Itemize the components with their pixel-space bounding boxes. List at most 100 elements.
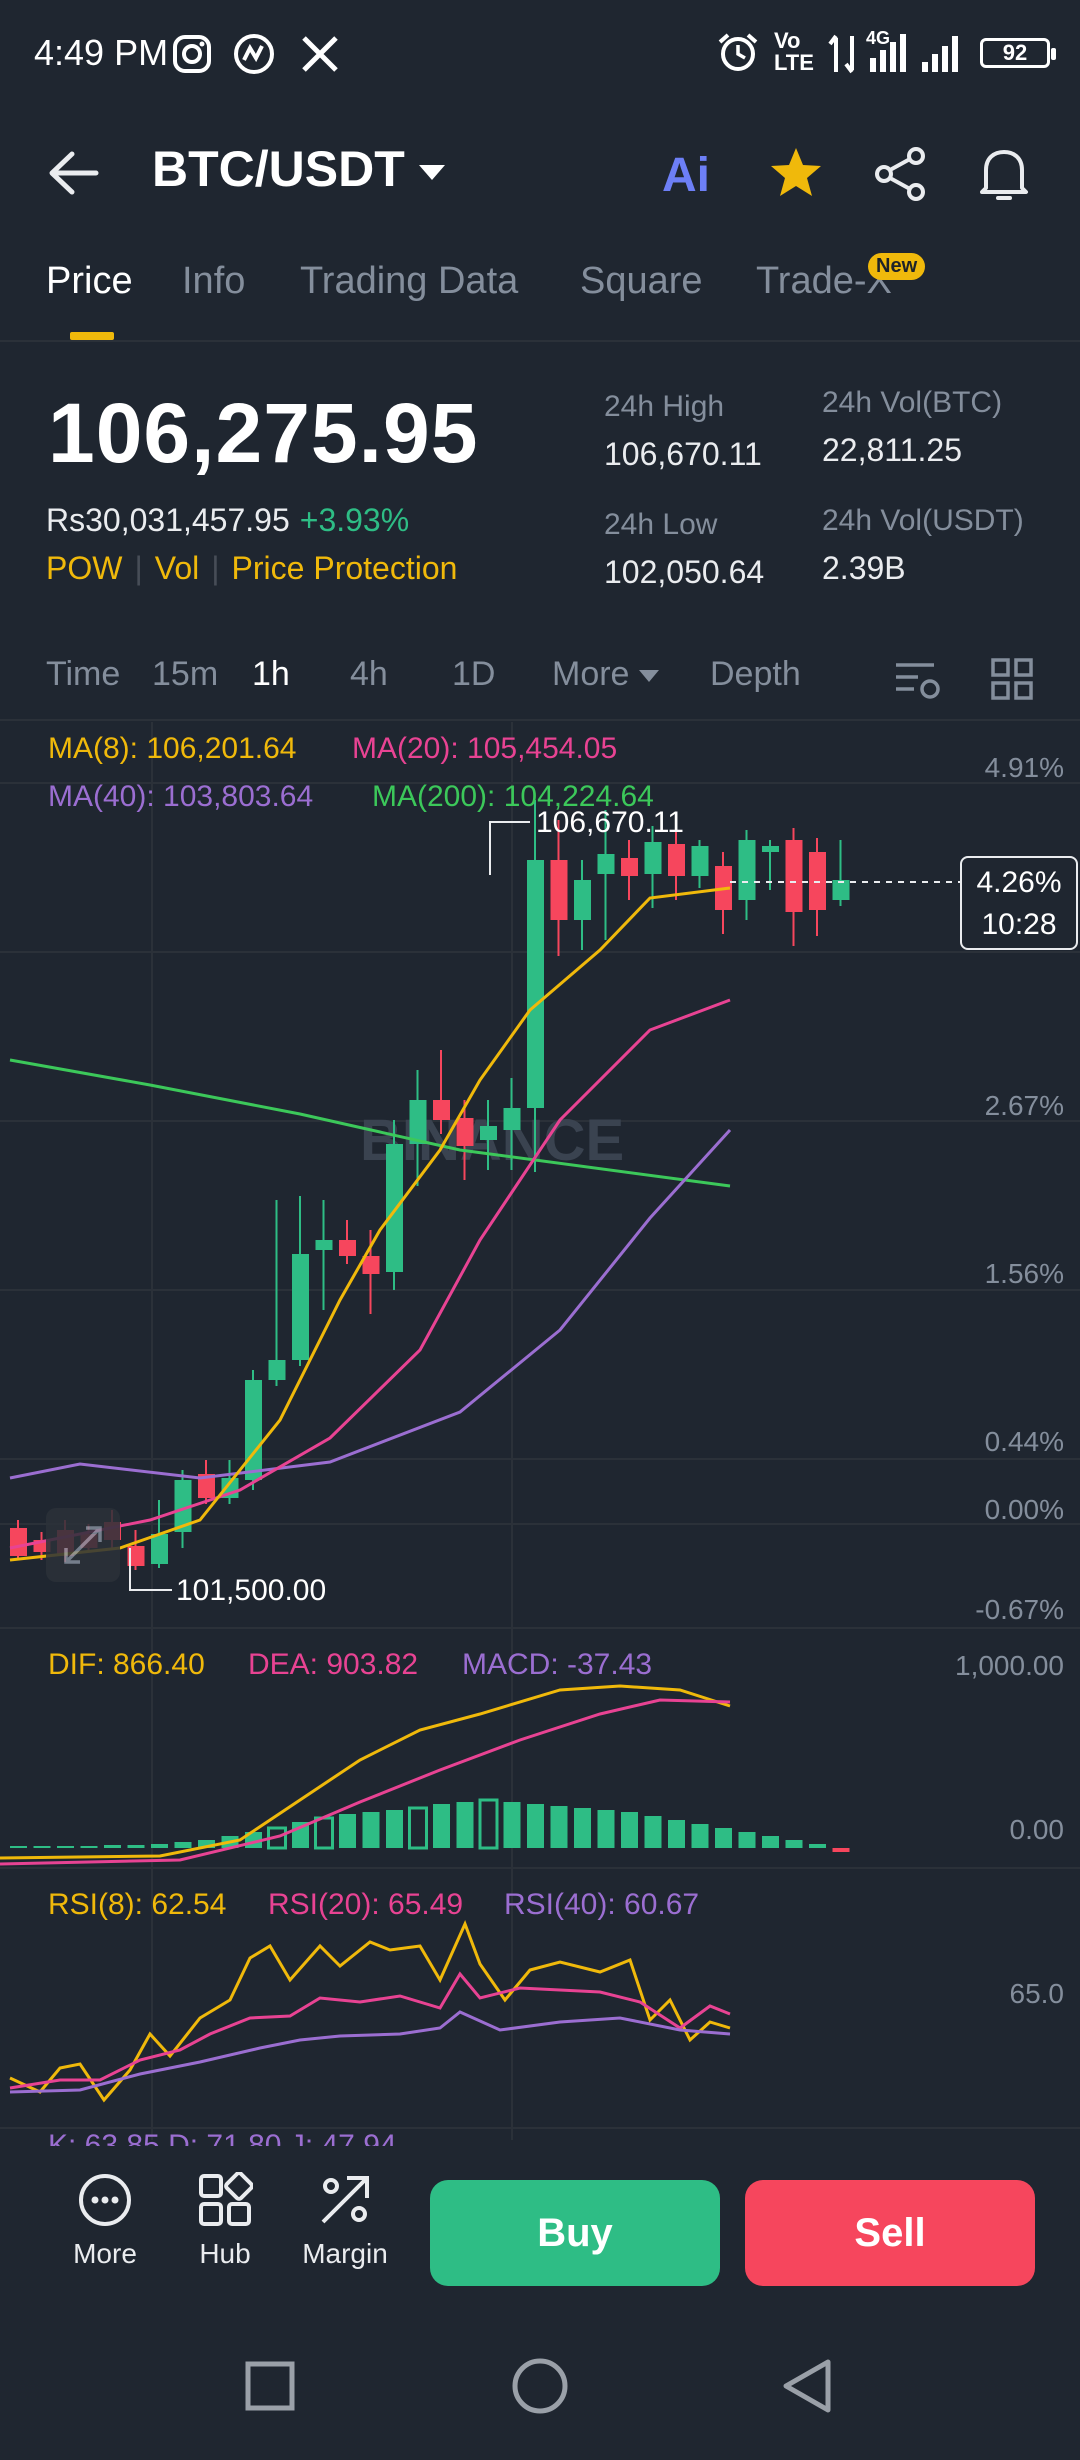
tab-price[interactable]: Price [46,260,133,302]
more-dots-icon [79,2174,131,2226]
system-nav-bar [0,2320,1080,2460]
macd-histogram-bar [644,1816,662,1848]
macd-histogram-bar [762,1836,779,1848]
notification-bell-icon[interactable] [976,144,1032,204]
high-marker: 106,670.11 [536,806,684,839]
back-arrow-icon[interactable] [48,150,100,196]
chevron-down-icon [418,165,445,181]
candle-up [245,1380,262,1480]
candle-up [292,1254,309,1360]
macd-histogram-bar [198,1840,215,1848]
tf-15m[interactable]: 15m [152,655,219,693]
rsi8-line [9,1920,731,2103]
tag-price-protection[interactable]: Price Protection [231,550,458,586]
macd-histogram-bar [33,1846,51,1848]
margin-icon [321,2176,369,2224]
candle-up [315,1240,333,1250]
hub-icon [199,2172,253,2226]
tf-more[interactable]: More [552,655,660,694]
candle-up [644,842,662,874]
tag-vol[interactable]: Vol [154,550,200,586]
ma20-line [9,998,731,1550]
macd-histogram-bar [574,1808,591,1848]
recents-square-icon[interactable] [244,2360,296,2412]
status-bar: 4:49 PM Vo LTE 4G 92 [0,0,1080,110]
macd-histogram-bar [715,1828,732,1848]
tf-1d[interactable]: 1D [452,655,496,693]
macd-histogram-bar [478,1798,499,1850]
kline-chart[interactable]: BINANCE [0,722,1080,2152]
macd-histogram-bar [738,1832,756,1848]
expand-icon [64,1526,102,1564]
axis-label: 65.0 [1009,1978,1065,2009]
macd-histogram-bar [386,1810,403,1848]
candle-up [527,860,544,1108]
tab-bar: Price Info Trading Data Square Trade-X [0,250,1080,342]
data-arrows-icon [828,34,854,74]
axis-label: -0.67% [975,1594,1064,1625]
vol-usdt-value: 2.39B [822,550,906,586]
tab-info[interactable]: Info [182,260,246,302]
macd-histogram-bar [362,1812,380,1848]
hub-label: Hub [199,2238,251,2269]
current-price-label: 4.26% 10:28 [960,856,1078,950]
pair-title: BTC/USDT [152,141,405,197]
ma200-legend: MA(200): 104,224.64 [372,780,654,813]
tag-pow[interactable]: POW [46,550,123,586]
tf-4h[interactable]: 4h [350,655,388,693]
macd-histogram-bar [503,1802,521,1848]
vol-btc-label: 24h Vol(BTC) [822,386,1003,419]
candle-down [785,840,803,912]
favorite-star-icon[interactable] [768,146,824,200]
tab-trading-data[interactable]: Trading Data [300,260,519,302]
buy-button[interactable]: Buy [430,2180,720,2286]
candle-up [151,1534,168,1564]
tab-square[interactable]: Square [580,260,703,302]
macd-legend: MACD: -37.43 [462,1648,653,1681]
macd-histogram-bar [433,1804,450,1848]
candle-up [174,1480,192,1532]
hub-button[interactable]: Hub [170,2160,280,2270]
candle-up [691,846,709,876]
active-tab-indicator [70,332,114,340]
tf-time[interactable]: Time [46,655,121,693]
candle-up [574,880,591,920]
ma40-line [9,1128,732,1480]
more-button[interactable]: More [50,2160,160,2270]
macd-histogram-bar [527,1804,544,1848]
pair-selector[interactable]: BTC/USDT [152,140,445,198]
candle-up [832,880,850,900]
status-time: 4:49 PM [34,32,169,73]
home-circle-icon[interactable] [510,2356,570,2416]
threads-icon [234,34,274,74]
layout-grid-icon[interactable] [990,657,1034,701]
candle-down [456,1118,474,1146]
signal-icon [870,34,958,72]
share-icon[interactable] [872,146,928,202]
tf-depth[interactable]: Depth [710,655,801,693]
margin-button[interactable]: Margin [290,2160,400,2270]
macd-histogram-bar [127,1845,145,1848]
tf-1h[interactable]: 1h [252,655,290,693]
rsi40-line [9,2010,731,2094]
candle-down [621,858,638,876]
macd-histogram-bar [408,1806,428,1850]
rsi20-legend: RSI(20): 65.49 [268,1888,464,1921]
back-triangle-icon[interactable] [780,2358,836,2414]
macd-histogram-bar [57,1846,74,1848]
candle-down [668,844,685,876]
macd-histogram-bar [597,1810,615,1848]
candle-down [433,1100,450,1120]
indicator-settings-icon[interactable] [894,659,942,703]
fullscreen-button[interactable] [46,1508,120,1582]
sell-button[interactable]: Sell [745,2180,1035,2286]
axis-label: 0.00% [984,1494,1064,1525]
kdj-legend: K: 63.85 D: 71.80 J: 47.94 [48,2126,397,2146]
candle-up [268,1360,286,1380]
kdj-values: K: 63.85 D: 71.80 J: 47.94 [48,2129,397,2146]
candle-down [127,1546,145,1566]
margin-label: Margin [302,2238,388,2269]
macd-histogram-bar [104,1845,121,1848]
last-price: 106,275.95 [48,386,479,480]
ai-button[interactable]: Ai [662,149,710,202]
